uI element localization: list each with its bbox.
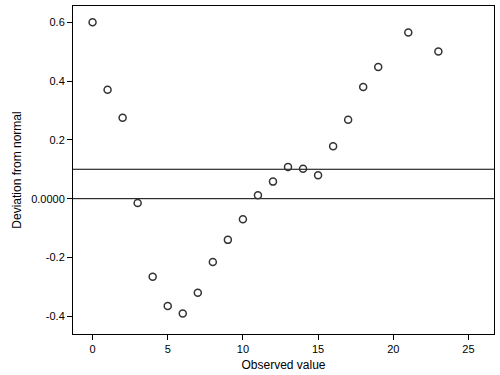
svg-text:0.2: 0.2 <box>50 134 65 146</box>
svg-text:-0.4: -0.4 <box>46 310 65 322</box>
svg-text:0.6: 0.6 <box>50 16 65 28</box>
svg-text:0.0000: 0.0000 <box>31 193 65 205</box>
svg-text:5: 5 <box>165 343 171 355</box>
svg-text:0.4: 0.4 <box>50 75 65 87</box>
svg-text:20: 20 <box>387 343 399 355</box>
svg-text:0: 0 <box>89 343 95 355</box>
svg-text:25: 25 <box>462 343 474 355</box>
svg-text:Deviation from normal: Deviation from normal <box>10 111 24 228</box>
svg-text:Observed value: Observed value <box>241 358 325 372</box>
svg-text:15: 15 <box>312 343 324 355</box>
svg-text:-0.2: -0.2 <box>46 251 65 263</box>
svg-text:10: 10 <box>237 343 249 355</box>
